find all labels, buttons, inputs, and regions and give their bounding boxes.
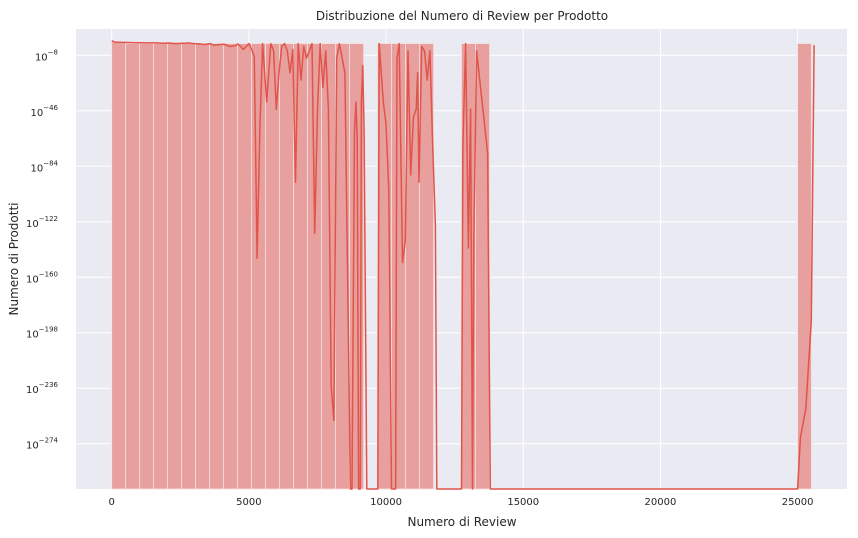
histogram-bar — [139, 43, 155, 490]
density-line — [111, 40, 815, 490]
y-tick-label: 10−8 — [35, 48, 58, 63]
y-axis-label: Numero di Prodotti — [7, 203, 21, 316]
histogram-bar — [307, 43, 322, 490]
y-tick-label: 10−84 — [30, 159, 58, 174]
histogram-bar — [251, 43, 266, 490]
histogram-bar — [419, 43, 434, 490]
histogram-bar — [167, 43, 183, 490]
histogram-bar — [223, 43, 239, 490]
x-tick-label: 15000 — [507, 497, 539, 508]
y-tick-label: 10−160 — [26, 270, 58, 285]
x-axis-label: Numero di Review — [407, 515, 516, 529]
x-tick-label: 0 — [108, 497, 114, 508]
histogram-bar — [265, 43, 280, 490]
x-tick-label: 20000 — [645, 497, 677, 508]
histogram-bar — [153, 43, 169, 490]
kde-line — [111, 40, 815, 490]
y-axis-ticks: 10−8 10−46 10−84 10−122 10−160 10−198 10−236 10… — [26, 48, 59, 451]
histogram-bar — [111, 41, 127, 490]
histogram-bar — [195, 43, 211, 490]
y-tick-label: 10−122 — [26, 215, 58, 230]
x-tick-label: 25000 — [782, 497, 814, 508]
y-tick-label: 10−198 — [26, 326, 58, 341]
histogram-bar — [209, 43, 225, 490]
x-tick-label: 10000 — [370, 497, 402, 508]
x-axis-ticks: 0 5000 10000 15000 20000 25000 — [108, 497, 813, 508]
histogram-bar — [797, 43, 812, 490]
y-tick-label: 10−236 — [26, 381, 59, 396]
histogram-bar — [181, 43, 197, 490]
histogram-bar — [237, 43, 253, 490]
x-tick-label: 5000 — [236, 497, 261, 508]
histogram-bar — [279, 43, 294, 490]
histogram-bar — [391, 43, 406, 490]
y-tick-label: 10−274 — [26, 437, 59, 452]
histogram-bar — [475, 43, 490, 490]
y-tick-label: 10−46 — [30, 104, 58, 119]
histogram-bars — [111, 41, 812, 490]
histogram-bar — [125, 43, 141, 490]
histogram-bar — [293, 43, 308, 490]
chart-title: Distribuzione del Numero di Review per P… — [316, 9, 608, 23]
